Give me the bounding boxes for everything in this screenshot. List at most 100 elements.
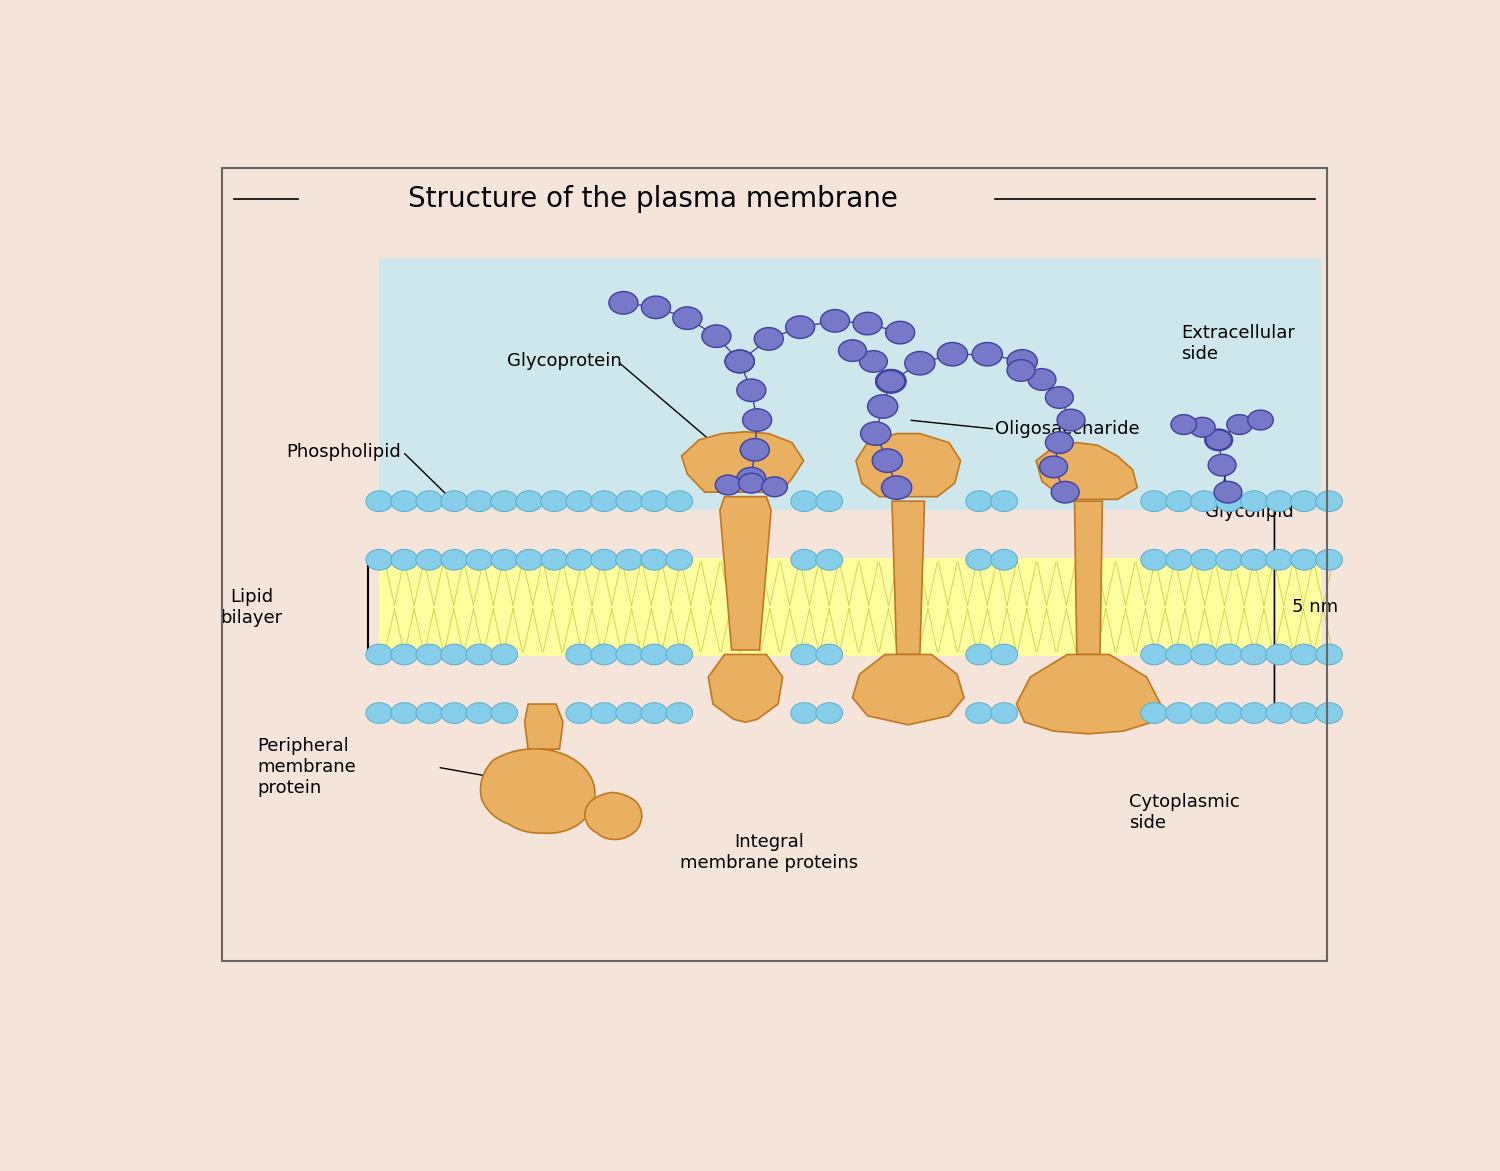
Circle shape bbox=[666, 491, 693, 512]
Circle shape bbox=[1191, 644, 1218, 665]
Circle shape bbox=[1007, 350, 1038, 374]
Circle shape bbox=[392, 549, 417, 570]
Circle shape bbox=[1290, 491, 1317, 512]
Circle shape bbox=[666, 703, 693, 724]
FancyBboxPatch shape bbox=[380, 258, 1322, 511]
Circle shape bbox=[1191, 549, 1218, 570]
Circle shape bbox=[1191, 703, 1218, 724]
Circle shape bbox=[816, 549, 843, 570]
Circle shape bbox=[674, 307, 702, 329]
Circle shape bbox=[742, 409, 771, 431]
Circle shape bbox=[1166, 549, 1192, 570]
Circle shape bbox=[1215, 703, 1242, 724]
Circle shape bbox=[1248, 410, 1274, 430]
Circle shape bbox=[640, 549, 668, 570]
Circle shape bbox=[966, 549, 993, 570]
Text: Cytoplasmic
side: Cytoplasmic side bbox=[1130, 793, 1240, 831]
Circle shape bbox=[1215, 644, 1242, 665]
Circle shape bbox=[490, 644, 517, 665]
Circle shape bbox=[616, 549, 642, 570]
Circle shape bbox=[416, 549, 442, 570]
Circle shape bbox=[816, 644, 843, 665]
Circle shape bbox=[366, 703, 393, 724]
Circle shape bbox=[1227, 415, 1252, 434]
Circle shape bbox=[441, 703, 468, 724]
Polygon shape bbox=[1017, 655, 1161, 734]
Circle shape bbox=[542, 491, 567, 512]
Circle shape bbox=[666, 549, 693, 570]
Circle shape bbox=[716, 475, 741, 495]
Circle shape bbox=[566, 549, 592, 570]
Circle shape bbox=[1266, 491, 1293, 512]
Circle shape bbox=[904, 351, 934, 375]
Text: Glycolipid: Glycolipid bbox=[1204, 504, 1293, 521]
Circle shape bbox=[516, 549, 543, 570]
Polygon shape bbox=[708, 655, 783, 723]
Polygon shape bbox=[892, 501, 924, 655]
Text: Lipid
bilayer: Lipid bilayer bbox=[220, 588, 282, 626]
Polygon shape bbox=[720, 497, 771, 650]
Text: Oligosaccharide: Oligosaccharide bbox=[996, 420, 1140, 438]
Circle shape bbox=[1240, 491, 1268, 512]
Circle shape bbox=[466, 491, 492, 512]
Circle shape bbox=[490, 703, 517, 724]
Circle shape bbox=[839, 340, 867, 362]
Circle shape bbox=[736, 379, 766, 402]
Circle shape bbox=[1266, 644, 1293, 665]
Circle shape bbox=[876, 370, 906, 393]
Circle shape bbox=[1040, 457, 1068, 478]
Circle shape bbox=[642, 296, 670, 319]
Polygon shape bbox=[585, 793, 642, 840]
Text: Glycoprotein: Glycoprotein bbox=[507, 352, 622, 370]
Circle shape bbox=[859, 350, 888, 372]
Polygon shape bbox=[525, 704, 562, 749]
Circle shape bbox=[1206, 430, 1231, 450]
Circle shape bbox=[790, 644, 818, 665]
Circle shape bbox=[490, 549, 517, 570]
Circle shape bbox=[666, 644, 693, 665]
Circle shape bbox=[816, 491, 843, 512]
Circle shape bbox=[566, 491, 592, 512]
Circle shape bbox=[366, 491, 393, 512]
Circle shape bbox=[790, 703, 818, 724]
Circle shape bbox=[966, 491, 993, 512]
Circle shape bbox=[1052, 481, 1078, 504]
Circle shape bbox=[366, 549, 393, 570]
Circle shape bbox=[591, 644, 618, 665]
Circle shape bbox=[1316, 491, 1342, 512]
Circle shape bbox=[616, 491, 642, 512]
Text: Structure of the plasma membrane: Structure of the plasma membrane bbox=[408, 185, 897, 213]
Circle shape bbox=[516, 491, 543, 512]
Circle shape bbox=[816, 703, 843, 724]
Circle shape bbox=[1191, 491, 1218, 512]
Circle shape bbox=[640, 491, 668, 512]
Circle shape bbox=[790, 549, 818, 570]
Circle shape bbox=[871, 448, 903, 472]
Polygon shape bbox=[681, 432, 804, 492]
Circle shape bbox=[392, 703, 417, 724]
Circle shape bbox=[966, 644, 993, 665]
Circle shape bbox=[853, 313, 882, 335]
Circle shape bbox=[392, 644, 417, 665]
Circle shape bbox=[542, 549, 567, 570]
Circle shape bbox=[876, 370, 906, 393]
Circle shape bbox=[591, 549, 618, 570]
Circle shape bbox=[640, 644, 668, 665]
Circle shape bbox=[1140, 703, 1167, 724]
Circle shape bbox=[1316, 549, 1342, 570]
Circle shape bbox=[1140, 491, 1167, 512]
Circle shape bbox=[640, 703, 668, 724]
Circle shape bbox=[1140, 549, 1167, 570]
Circle shape bbox=[441, 644, 468, 665]
Circle shape bbox=[754, 328, 783, 350]
Circle shape bbox=[1290, 549, 1317, 570]
Circle shape bbox=[416, 491, 442, 512]
Circle shape bbox=[738, 473, 764, 493]
Circle shape bbox=[938, 342, 968, 365]
Circle shape bbox=[566, 644, 592, 665]
Circle shape bbox=[609, 292, 638, 314]
Circle shape bbox=[616, 644, 642, 665]
Circle shape bbox=[821, 309, 849, 333]
Circle shape bbox=[566, 703, 592, 724]
Circle shape bbox=[1316, 644, 1342, 665]
